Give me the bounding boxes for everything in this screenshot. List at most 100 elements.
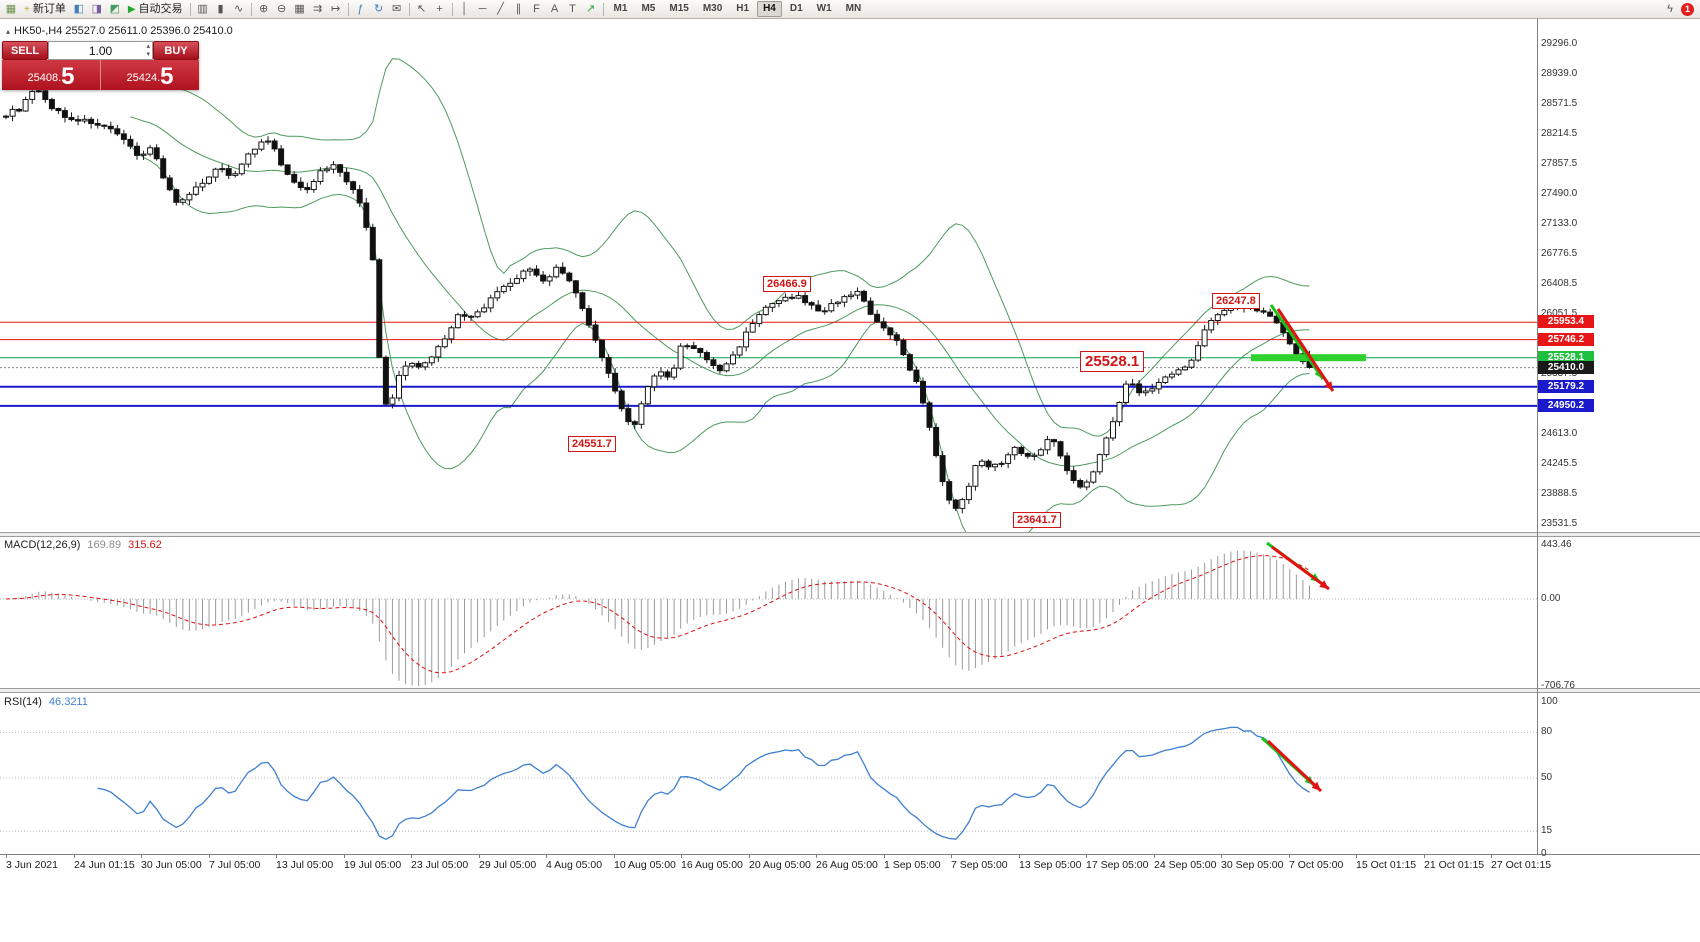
price-callout-23641.7[interactable]: 23641.7 [1013,512,1061,528]
timeframe-m30-button[interactable]: M30 [702,3,723,14]
chart-shift-icon[interactable]: ↦ [330,2,341,15]
price-tag-25179.2[interactable]: 25179.2 [1538,380,1594,393]
price-tag-25953.4[interactable]: 25953.4 [1538,315,1594,328]
strategy-tester-icon[interactable]: ◨ [91,2,103,15]
toolbar-separator [347,2,349,16]
indicators-icon[interactable]: ƒ [357,2,364,15]
timeframe-w1-button[interactable]: W1 [816,3,832,14]
bollinger-lower-band [130,145,1310,532]
time-axis[interactable]: 3 Jun 2021 24 Jun 01:15 30 Jun 05:00 7 Jul … [0,855,1700,873]
price-axis-tick: 24613.0 [1541,428,1578,439]
timeframe-h4-button[interactable]: H4 [757,1,782,17]
price-axis-tick: 26051.5 [1541,308,1578,319]
macd-histogram [12,550,1310,686]
price-chart-canvas[interactable] [0,18,1537,532]
rsi-line [97,726,1310,841]
time-axis-tick [816,855,817,858]
panel-separator[interactable] [0,532,1700,537]
price-callout-25528.1[interactable]: 25528.1 [1080,351,1145,372]
zoom-out-icon[interactable]: ⊖ [276,2,287,15]
price-tag-24950.2[interactable]: 24950.2 [1538,399,1594,412]
time-axis-separator [0,854,1700,855]
arrows-tool-icon[interactable]: ↗ [585,2,596,15]
candlestick-mode-icon[interactable]: ▮ [217,2,224,15]
bar-chart-mode-icon[interactable]: ▥ [197,2,208,15]
autotrade-button[interactable]: ▶ 自动交易 [124,1,187,18]
timeframe-m1-button[interactable]: M1 [613,3,628,14]
annotation-arrow[interactable] [1266,739,1323,793]
price-callout-26247.8[interactable]: 26247.8 [1212,293,1260,309]
quick-alert-icon[interactable]: ϟ [1667,2,1673,15]
rsi-axis-label: 80 [1541,726,1553,737]
charts-grid-icon[interactable]: ◧ [73,2,85,15]
new-order-button[interactable]: + 新订单 [20,1,70,18]
macd-title: MACD(12,26,9) [4,539,81,551]
time-axis-label: 4 Aug 05:00 [546,859,603,871]
time-axis-label: 3 Jun 2021 [6,859,58,871]
sell-price[interactable]: 25408. 5 [2,60,101,90]
time-axis-label: 15 Oct 01:15 [1356,859,1417,871]
fibonacci-icon[interactable]: F [533,2,540,15]
macd-main-value: 169.89 [87,539,122,551]
annotation-arrow[interactable] [1271,545,1330,591]
volume-value[interactable]: 1.00 [88,43,113,58]
time-axis-label: 20 Aug 05:00 [749,859,811,871]
time-axis-tick [749,855,750,858]
vertical-line-icon[interactable]: │ [461,2,468,15]
buy-button[interactable]: BUY [153,41,199,60]
one-click-trading-panel: SELL 1.00 ▴ ▾ BUY 25408. 5 25424. 5 [2,41,199,90]
terminal-panel-icon[interactable]: ◩ [109,2,121,15]
crosshair-icon[interactable]: + [436,2,443,15]
timeframe-mn-button[interactable]: MN [845,3,862,14]
timeframe-d1-button[interactable]: D1 [789,3,803,14]
time-axis-label: 24 Sep 05:00 [1154,859,1217,871]
price-callout-26466.9[interactable]: 26466.9 [763,276,811,292]
new-chart-icon[interactable]: ▦ [5,2,17,15]
annotation-arrow[interactable] [1276,308,1335,392]
price-axis-tick: 26408.5 [1541,278,1578,289]
price-axis[interactable]: 29296.0 28939.0 28571.5 28214.5 27857.5 27490… [1538,0,1698,942]
price-axis-tick: 27857.5 [1541,158,1578,169]
horizontal-line-icon[interactable]: ─ [478,2,487,15]
sell-button[interactable]: SELL [2,41,48,60]
rsi-axis-label: 100 [1541,696,1558,707]
text-icon[interactable]: A [550,2,559,15]
text-label-icon[interactable]: T [569,2,576,15]
panel-separator[interactable] [0,688,1700,693]
channel-icon[interactable]: ∥ [515,2,522,15]
timeframe-m5-button[interactable]: M5 [641,3,656,14]
rsi-panel-canvas[interactable] [0,693,1537,854]
volume-field[interactable]: 1.00 ▴ ▾ [48,41,153,60]
mail-icon[interactable]: ✉ [391,2,402,15]
time-axis-label: 1 Sep 05:00 [884,859,941,871]
cursor-icon[interactable]: ↖ [416,2,427,15]
notification-badge[interactable]: 1 [1681,2,1694,16]
toolbar-separator [250,2,252,16]
time-axis-label: 21 Oct 01:15 [1424,859,1485,871]
time-axis-label: 19 Jul 05:00 [344,859,402,871]
zoom-in-icon[interactable]: ⊕ [258,2,269,15]
refresh-icon[interactable]: ↻ [373,2,384,15]
volume-decrease-button[interactable]: ▾ [146,51,150,58]
auto-scroll-icon[interactable]: ⇉ [312,2,323,15]
price-tag-25528.1[interactable]: 25528.1 [1538,351,1594,364]
price-tag-25746.2[interactable]: 25746.2 [1538,333,1594,346]
trendline-icon[interactable]: ╱ [497,2,504,15]
volume-increase-button[interactable]: ▴ [146,43,150,50]
macd-panel-canvas[interactable] [0,537,1537,688]
time-axis-label: 27 Oct 01:15 [1491,859,1552,871]
tile-windows-icon[interactable]: ▦ [294,2,305,15]
macd-header: MACD(12,26,9) 169.89 315.62 [4,539,162,551]
price-callout-24551.7[interactable]: 24551.7 [568,436,616,452]
line-chart-mode-icon[interactable]: ∿ [233,2,244,15]
timeframe-m15-button[interactable]: M15 [669,3,689,14]
timeframe-h1-button[interactable]: H1 [736,3,750,14]
price-tag-25410.0[interactable]: 25410.0 [1538,361,1594,374]
time-axis-label: 13 Sep 05:00 [1019,859,1082,871]
price-axis-tick: 27490.0 [1541,188,1578,199]
time-axis-tick [344,855,345,858]
buy-price[interactable]: 25424. 5 [101,60,199,90]
price-axis-tick: 23531.5 [1541,518,1578,529]
time-axis-tick [1154,855,1155,858]
time-axis-tick [74,855,75,858]
